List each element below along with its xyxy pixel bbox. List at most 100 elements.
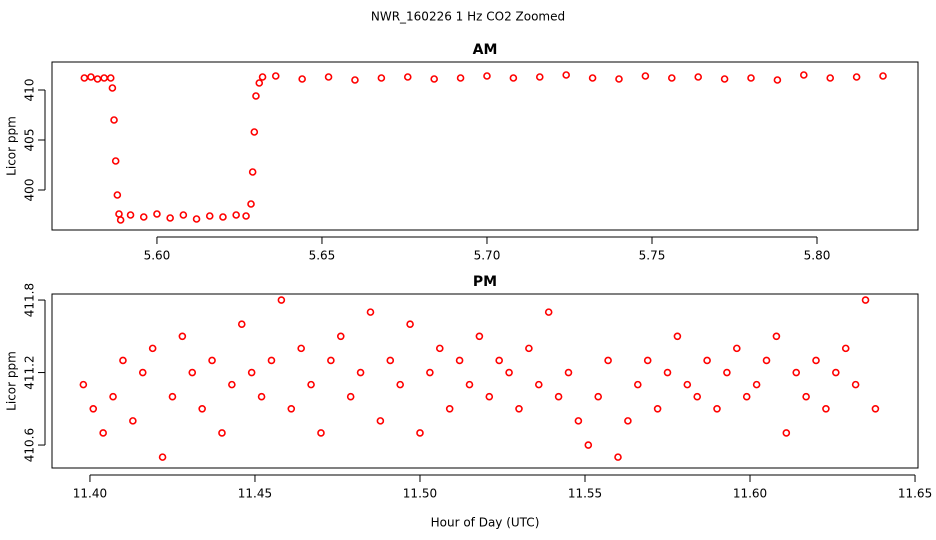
panel-title: AM (473, 42, 498, 58)
data-point (258, 73, 267, 81)
data-point (683, 380, 692, 389)
data-point (336, 332, 345, 341)
x-tick-label: 11.45 (238, 487, 272, 501)
data-point (129, 417, 137, 425)
data-point (111, 157, 120, 165)
data-point (252, 92, 260, 100)
data-point (861, 296, 870, 304)
data-point (376, 417, 385, 425)
data-point (720, 75, 729, 83)
x-tick-label: 5.80 (804, 249, 831, 263)
data-point (554, 392, 563, 401)
data-point (80, 74, 89, 82)
y-tick-label: 405 (23, 129, 37, 152)
data-point (574, 417, 583, 425)
data-point (584, 441, 593, 449)
data-point (126, 211, 135, 219)
data-point (106, 74, 115, 82)
data-point (115, 210, 123, 218)
data-point (693, 392, 702, 401)
data-point (158, 453, 167, 461)
data-point (93, 75, 102, 83)
data-point (826, 74, 835, 82)
data-point (232, 211, 240, 219)
data-point (483, 72, 491, 80)
data-point (624, 417, 632, 425)
x-tick-label: 5.65 (309, 249, 336, 263)
data-point (435, 344, 444, 353)
data-point (505, 368, 513, 377)
x-tick-label: 11.40 (73, 487, 107, 501)
data-point (166, 214, 174, 222)
data-point (79, 380, 88, 389)
data-point (218, 429, 226, 437)
data-point (871, 404, 880, 413)
data-point (113, 191, 122, 199)
data-point (110, 116, 118, 124)
data-point (703, 356, 711, 365)
data-point (653, 404, 662, 413)
x-tick-label: 11.55 (568, 487, 602, 501)
data-point (822, 404, 830, 413)
x-tick-label: 11.60 (733, 487, 767, 501)
data-point (851, 380, 860, 389)
data-point (247, 200, 255, 208)
data-point (614, 453, 622, 461)
data-point (198, 404, 206, 413)
plot-box (51, 61, 919, 231)
data-point (535, 73, 544, 81)
data-point (219, 213, 227, 221)
data-point (346, 392, 355, 401)
data-point (475, 332, 484, 341)
data-point (879, 72, 887, 80)
data-point (782, 429, 791, 437)
y-axis-label: Licor ppm (5, 351, 19, 411)
data-point (445, 404, 454, 413)
data-point (356, 368, 365, 377)
data-point (515, 404, 523, 413)
data-point (841, 344, 850, 353)
data-point (465, 380, 474, 389)
data-point (208, 356, 216, 365)
data-point (509, 74, 518, 82)
data-point (604, 356, 612, 365)
data-point (456, 74, 465, 82)
data-point (733, 344, 741, 353)
data-point (148, 344, 157, 353)
y-tick-label: 400 (23, 179, 37, 202)
data-point (327, 356, 335, 365)
data-point (248, 168, 257, 176)
data-point (667, 74, 676, 82)
data-point (615, 75, 623, 83)
data-point (694, 73, 702, 81)
data-point (297, 344, 305, 353)
data-point (495, 356, 503, 365)
data-point (525, 344, 533, 353)
data-point (250, 128, 259, 136)
data-point (205, 212, 214, 220)
data-point (802, 392, 810, 401)
data-point (228, 380, 236, 389)
x-tick-label: 11.50 (403, 487, 437, 501)
data-point (485, 392, 494, 401)
data-point (317, 429, 325, 437)
data-point (89, 404, 98, 413)
data-point (544, 308, 553, 316)
data-point (139, 213, 148, 221)
data-point (723, 368, 731, 377)
data-point (178, 332, 187, 341)
data-point (267, 356, 276, 365)
data-point (426, 368, 434, 377)
data-point (242, 212, 250, 220)
data-point (852, 73, 861, 81)
data-point (403, 73, 412, 81)
data-point (386, 356, 395, 365)
data-point (772, 332, 781, 341)
panel-title: PM (473, 274, 497, 290)
data-point (643, 356, 652, 365)
data-point (100, 74, 108, 82)
data-point (179, 211, 188, 219)
data-point (255, 79, 264, 87)
data-point (812, 356, 820, 365)
